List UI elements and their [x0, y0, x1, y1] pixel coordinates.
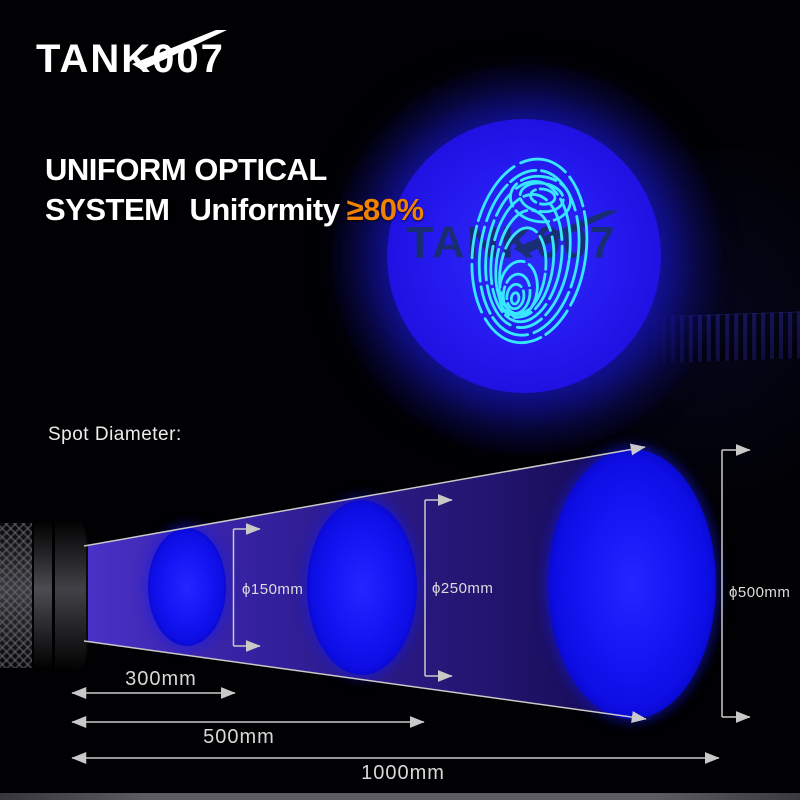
- flashlight-groove: [52, 524, 56, 667]
- fingerprint-image: [470, 157, 589, 345]
- distance-label-300: 300mm: [125, 668, 197, 690]
- distance-label-1000: 1000mm: [361, 762, 445, 784]
- headline-word-uniformity: Uniformity: [189, 192, 340, 227]
- watermark-k-slash: [513, 210, 620, 256]
- diameter-label-500: ϕ500mm: [729, 584, 791, 601]
- headline-word-system: SYSTEM: [45, 192, 170, 227]
- spot-ellipse-150mm: [148, 528, 226, 646]
- diameter-label-250: ϕ250mm: [432, 580, 494, 597]
- distance-label-500: 500mm: [203, 726, 275, 748]
- flashlight-knurled-grip: [0, 523, 34, 668]
- spot-ellipse-500mm: [548, 449, 716, 719]
- flashlight-image: [0, 521, 88, 670]
- diameter-label-150: ϕ150mm: [242, 581, 304, 598]
- headline-line1: UNIFORM OPTICAL: [45, 152, 327, 187]
- flashlight-ring: [32, 521, 54, 670]
- logo-k-slash: [132, 30, 227, 70]
- brand-logo: TANK007: [36, 30, 227, 78]
- spot-ellipse-250mm: [307, 500, 417, 675]
- uv-spot-circle: [387, 119, 661, 393]
- spot-diameter-title: Spot Diameter:: [48, 424, 182, 445]
- bottom-bar: [0, 793, 800, 800]
- flashlight-bezel: [55, 521, 88, 670]
- headline: UNIFORM OPTICAL SYSTEM Uniformity ≥80%: [45, 150, 424, 230]
- headline-highlight-value: ≥80%: [346, 192, 424, 227]
